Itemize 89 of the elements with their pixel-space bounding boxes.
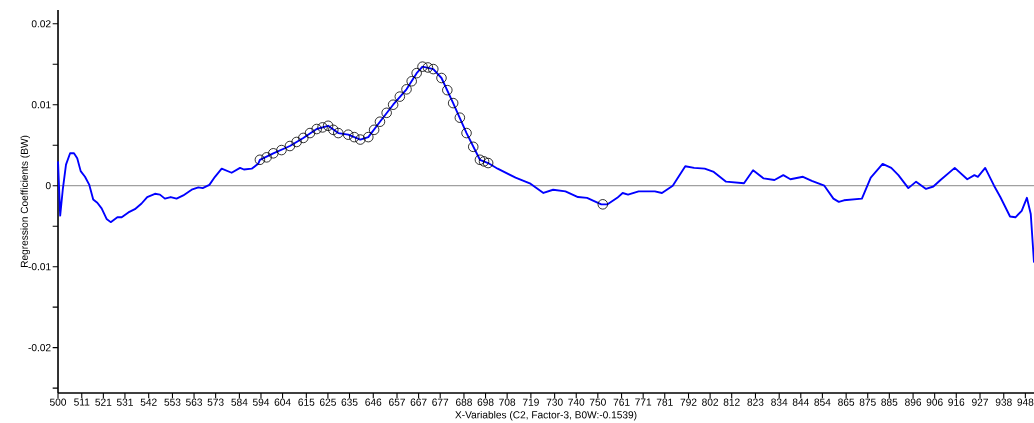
y-axis-title: Regression Coefficients (BW) <box>20 135 30 268</box>
point <box>304 127 316 139</box>
point <box>374 116 386 127</box>
x-tick-label: 708 <box>499 398 516 406</box>
point <box>411 67 422 79</box>
x-tick-label: 511 <box>74 398 90 406</box>
y-tick-label: -0.01 <box>28 263 51 271</box>
x-tick-label: 781 <box>656 398 673 406</box>
x-tick-label: 854 <box>814 398 831 406</box>
point <box>261 152 272 163</box>
x-tick-label: 740 <box>568 398 585 406</box>
x-tick-label: 938 <box>995 398 1012 406</box>
x-tick-label: 542 <box>140 398 157 406</box>
point <box>317 122 328 133</box>
x-tick-label: 906 <box>926 398 943 406</box>
x-tick-label: 521 <box>95 398 112 406</box>
point <box>401 84 412 95</box>
x-tick-label: 553 <box>164 398 181 406</box>
point <box>394 91 406 102</box>
point <box>461 127 472 139</box>
y-tick-label: 0.02 <box>31 20 51 28</box>
point <box>368 124 380 136</box>
point <box>333 127 344 139</box>
point <box>322 120 334 131</box>
point <box>474 154 486 165</box>
point <box>447 97 459 109</box>
x-tick-label: 625 <box>319 398 336 406</box>
x-tick-label: 688 <box>456 398 472 406</box>
x-tick-label: 646 <box>365 398 382 406</box>
x-tick-label: 802 <box>702 398 719 406</box>
point <box>284 140 296 152</box>
x-tick-label: 823 <box>747 398 764 406</box>
y-tick-label: 0 <box>45 182 51 190</box>
point <box>381 107 392 119</box>
x-tick-label: 657 <box>389 398 405 406</box>
x-tick-label: 615 <box>298 398 315 406</box>
x-tick-label: 730 <box>546 398 563 406</box>
x-tick-label: 563 <box>185 398 203 406</box>
point <box>276 144 287 156</box>
x-tick-label: 604 <box>274 398 291 406</box>
x-axis-title: X-Variables (C2, Factor-3, B0W:-0.1539) <box>455 410 637 421</box>
x-tick-label: 865 <box>838 398 855 406</box>
x-tick-label: 761 <box>613 398 630 406</box>
x-tick-label: 750 <box>589 398 606 406</box>
x-tick-label: 885 <box>881 398 898 406</box>
x-tick-label: 531 <box>116 398 133 406</box>
point <box>422 62 434 73</box>
x-tick-label: 667 <box>410 398 427 406</box>
point <box>355 134 366 145</box>
x-tick-label: 844 <box>792 398 809 406</box>
point <box>343 129 354 140</box>
x-tick-label: 771 <box>635 398 652 406</box>
x-tick-label: 916 <box>948 398 965 406</box>
point <box>468 141 479 153</box>
x-tick-label: 719 <box>522 398 539 406</box>
point <box>406 76 417 87</box>
point <box>478 156 490 167</box>
x-tick-label: 500 <box>49 398 67 406</box>
x-tick-label: 927 <box>972 398 988 406</box>
x-tick-label: 677 <box>432 398 449 406</box>
point <box>597 199 608 210</box>
x-tick-label: 584 <box>231 398 248 406</box>
point <box>428 63 439 75</box>
point <box>442 84 453 96</box>
point <box>349 131 360 143</box>
point <box>436 72 447 84</box>
point <box>417 61 428 72</box>
x-tick-label: 834 <box>771 398 788 406</box>
point <box>454 112 466 123</box>
x-tick-label: 635 <box>341 398 358 406</box>
y-tick-label: -0.02 <box>28 344 51 352</box>
point <box>298 132 309 144</box>
x-tick-label: 875 <box>859 398 876 406</box>
x-tick-label: 896 <box>905 398 922 406</box>
point <box>363 131 374 143</box>
point <box>291 136 302 148</box>
point <box>387 99 399 110</box>
point <box>482 157 494 169</box>
x-tick-label: 698 <box>477 398 494 406</box>
x-tick-label: 812 <box>723 398 740 406</box>
point <box>268 148 279 159</box>
x-tick-label: 594 <box>252 398 270 406</box>
x-tick-label: 792 <box>680 398 697 406</box>
point <box>254 154 266 165</box>
x-tick-label: 948 <box>1017 398 1034 406</box>
y-tick-label: 0.01 <box>31 101 51 109</box>
x-tick-label: 573 <box>207 398 224 406</box>
point <box>328 124 339 136</box>
point <box>311 123 322 135</box>
